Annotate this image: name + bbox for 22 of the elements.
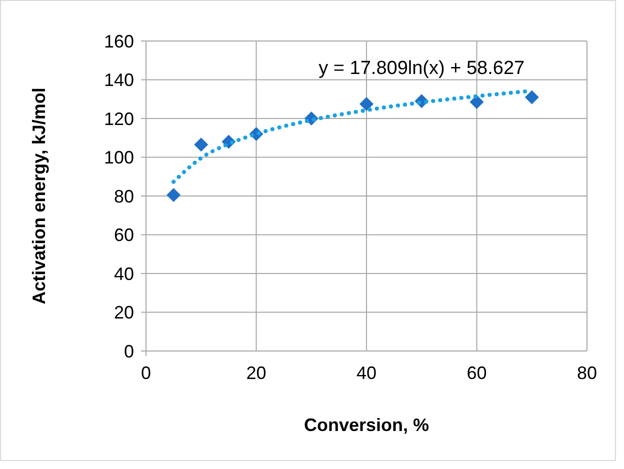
x-tick-label: 20 xyxy=(246,363,266,383)
y-tick-label: 160 xyxy=(104,31,134,52)
x-tick-label: 60 xyxy=(466,363,487,383)
y-tick-label: 60 xyxy=(114,225,134,246)
y-tick-label: 40 xyxy=(114,264,134,284)
point xyxy=(360,96,374,111)
y-axis-title: Activation energy, kJ/mol xyxy=(29,88,49,304)
point xyxy=(166,188,181,202)
y-tick-label: 0 xyxy=(124,341,134,362)
x-tick-label: 40 xyxy=(356,363,377,383)
y-tick-label: 140 xyxy=(104,70,134,90)
point xyxy=(194,138,208,152)
y-tick-label: 20 xyxy=(114,302,134,323)
point xyxy=(524,90,539,104)
x-tick-label: 80 xyxy=(576,363,598,383)
y-tick-label: 100 xyxy=(104,148,134,168)
x-tick-label: 0 xyxy=(140,363,152,383)
point xyxy=(470,95,484,110)
annotation: y = 17.809ln(x) + 58.627 xyxy=(318,58,525,79)
x-axis-title: Conversion, % xyxy=(304,415,430,435)
y-tick-label: 120 xyxy=(104,108,134,129)
y-tick-label: 80 xyxy=(114,186,134,206)
